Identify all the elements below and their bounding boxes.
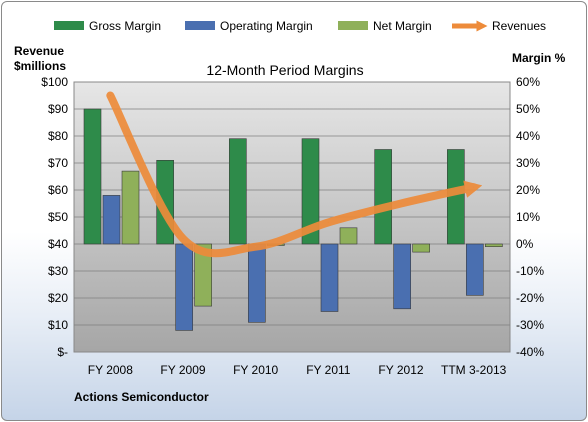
operating-margin-bar xyxy=(102,195,121,245)
revenue-line xyxy=(106,91,483,258)
operating-margin-bar xyxy=(393,243,411,310)
left-tick-label: $20 xyxy=(48,291,68,305)
operating-margin-bar xyxy=(320,243,339,312)
net-margin-bar xyxy=(339,227,358,245)
category-label: FY 2010 xyxy=(233,363,278,377)
right-tick-label: -40% xyxy=(516,345,544,359)
footer-label: Actions Semiconductor xyxy=(74,390,209,404)
revenues-point xyxy=(109,95,111,96)
left-tick-label: $- xyxy=(57,345,68,359)
right-tick-label: 50% xyxy=(516,102,540,116)
net-margin-bar xyxy=(412,243,430,253)
category-label: FY 2012 xyxy=(378,363,423,377)
gross-margin-bar xyxy=(374,149,392,245)
left-tick-label: $10 xyxy=(48,318,68,332)
legend-swatch-operating-margin xyxy=(185,21,215,30)
left-tick-label: $100 xyxy=(41,75,68,89)
legend-swatch-gross-margin xyxy=(54,21,84,30)
gridlines xyxy=(74,108,510,326)
tick-labels: $- -40% $10 -30% $20 -20% $30 -10% $40 0% $50 10% $6… xyxy=(41,75,544,377)
legend-label-operating-margin: Operating Margin xyxy=(220,19,313,33)
revenues-point xyxy=(473,186,475,188)
right-tick-label: -20% xyxy=(516,291,544,305)
gross-margin-bar xyxy=(301,138,320,245)
gross-margin-bar xyxy=(447,149,465,245)
revenues-point xyxy=(255,246,257,248)
right-tick-label: -30% xyxy=(516,318,544,332)
left-tick-label: $40 xyxy=(48,237,68,251)
net-margin-bar xyxy=(485,243,503,247)
right-tick-label: 20% xyxy=(516,183,540,197)
right-axis-label: Margin % xyxy=(512,51,566,65)
gross-margin-bar xyxy=(229,138,247,245)
left-axis-label-line1: Revenue xyxy=(14,44,64,58)
operating-margin-bar xyxy=(466,243,484,296)
left-tick-label: $80 xyxy=(48,129,68,143)
category-label: FY 2009 xyxy=(160,363,205,377)
net-margin-bar xyxy=(121,170,140,245)
right-tick-label: 60% xyxy=(516,75,540,89)
right-tick-label: 10% xyxy=(516,210,540,224)
left-tick-label: $90 xyxy=(48,102,68,116)
net-margin-bar xyxy=(194,243,212,307)
legend-swatch-net-margin xyxy=(338,21,368,30)
left-tick-label: $50 xyxy=(48,210,68,224)
revenues-point xyxy=(182,238,184,240)
right-tick-label: 0% xyxy=(516,237,534,251)
category-label: FY 2011 xyxy=(306,363,351,377)
category-label: TTM 3-2013 xyxy=(441,363,507,377)
right-tick-label: 40% xyxy=(516,129,540,143)
legend-label-gross-margin: Gross Margin xyxy=(89,19,161,33)
category-label: FY 2008 xyxy=(88,363,133,377)
legend-label-revenues: Revenues xyxy=(492,19,546,33)
left-tick-label: $60 xyxy=(48,183,68,197)
operating-margin-bar xyxy=(248,243,266,323)
revenues-point xyxy=(327,221,329,223)
gross-margin-bar xyxy=(83,108,102,245)
legend-label-net-margin: Net Margin xyxy=(373,19,432,33)
right-tick-label: 30% xyxy=(516,156,540,170)
revenues-point xyxy=(400,203,402,204)
left-tick-label: $30 xyxy=(48,264,68,278)
operating-margin-bar xyxy=(175,243,193,331)
chart-title: 12-Month Period Margins xyxy=(206,62,363,78)
right-tick-label: -10% xyxy=(516,264,544,278)
legend: Gross Margin Operating Margin Net Margin… xyxy=(54,19,546,33)
left-axis-label-line2: $millions xyxy=(14,59,66,73)
bars xyxy=(83,108,503,331)
left-tick-label: $70 xyxy=(48,156,68,170)
